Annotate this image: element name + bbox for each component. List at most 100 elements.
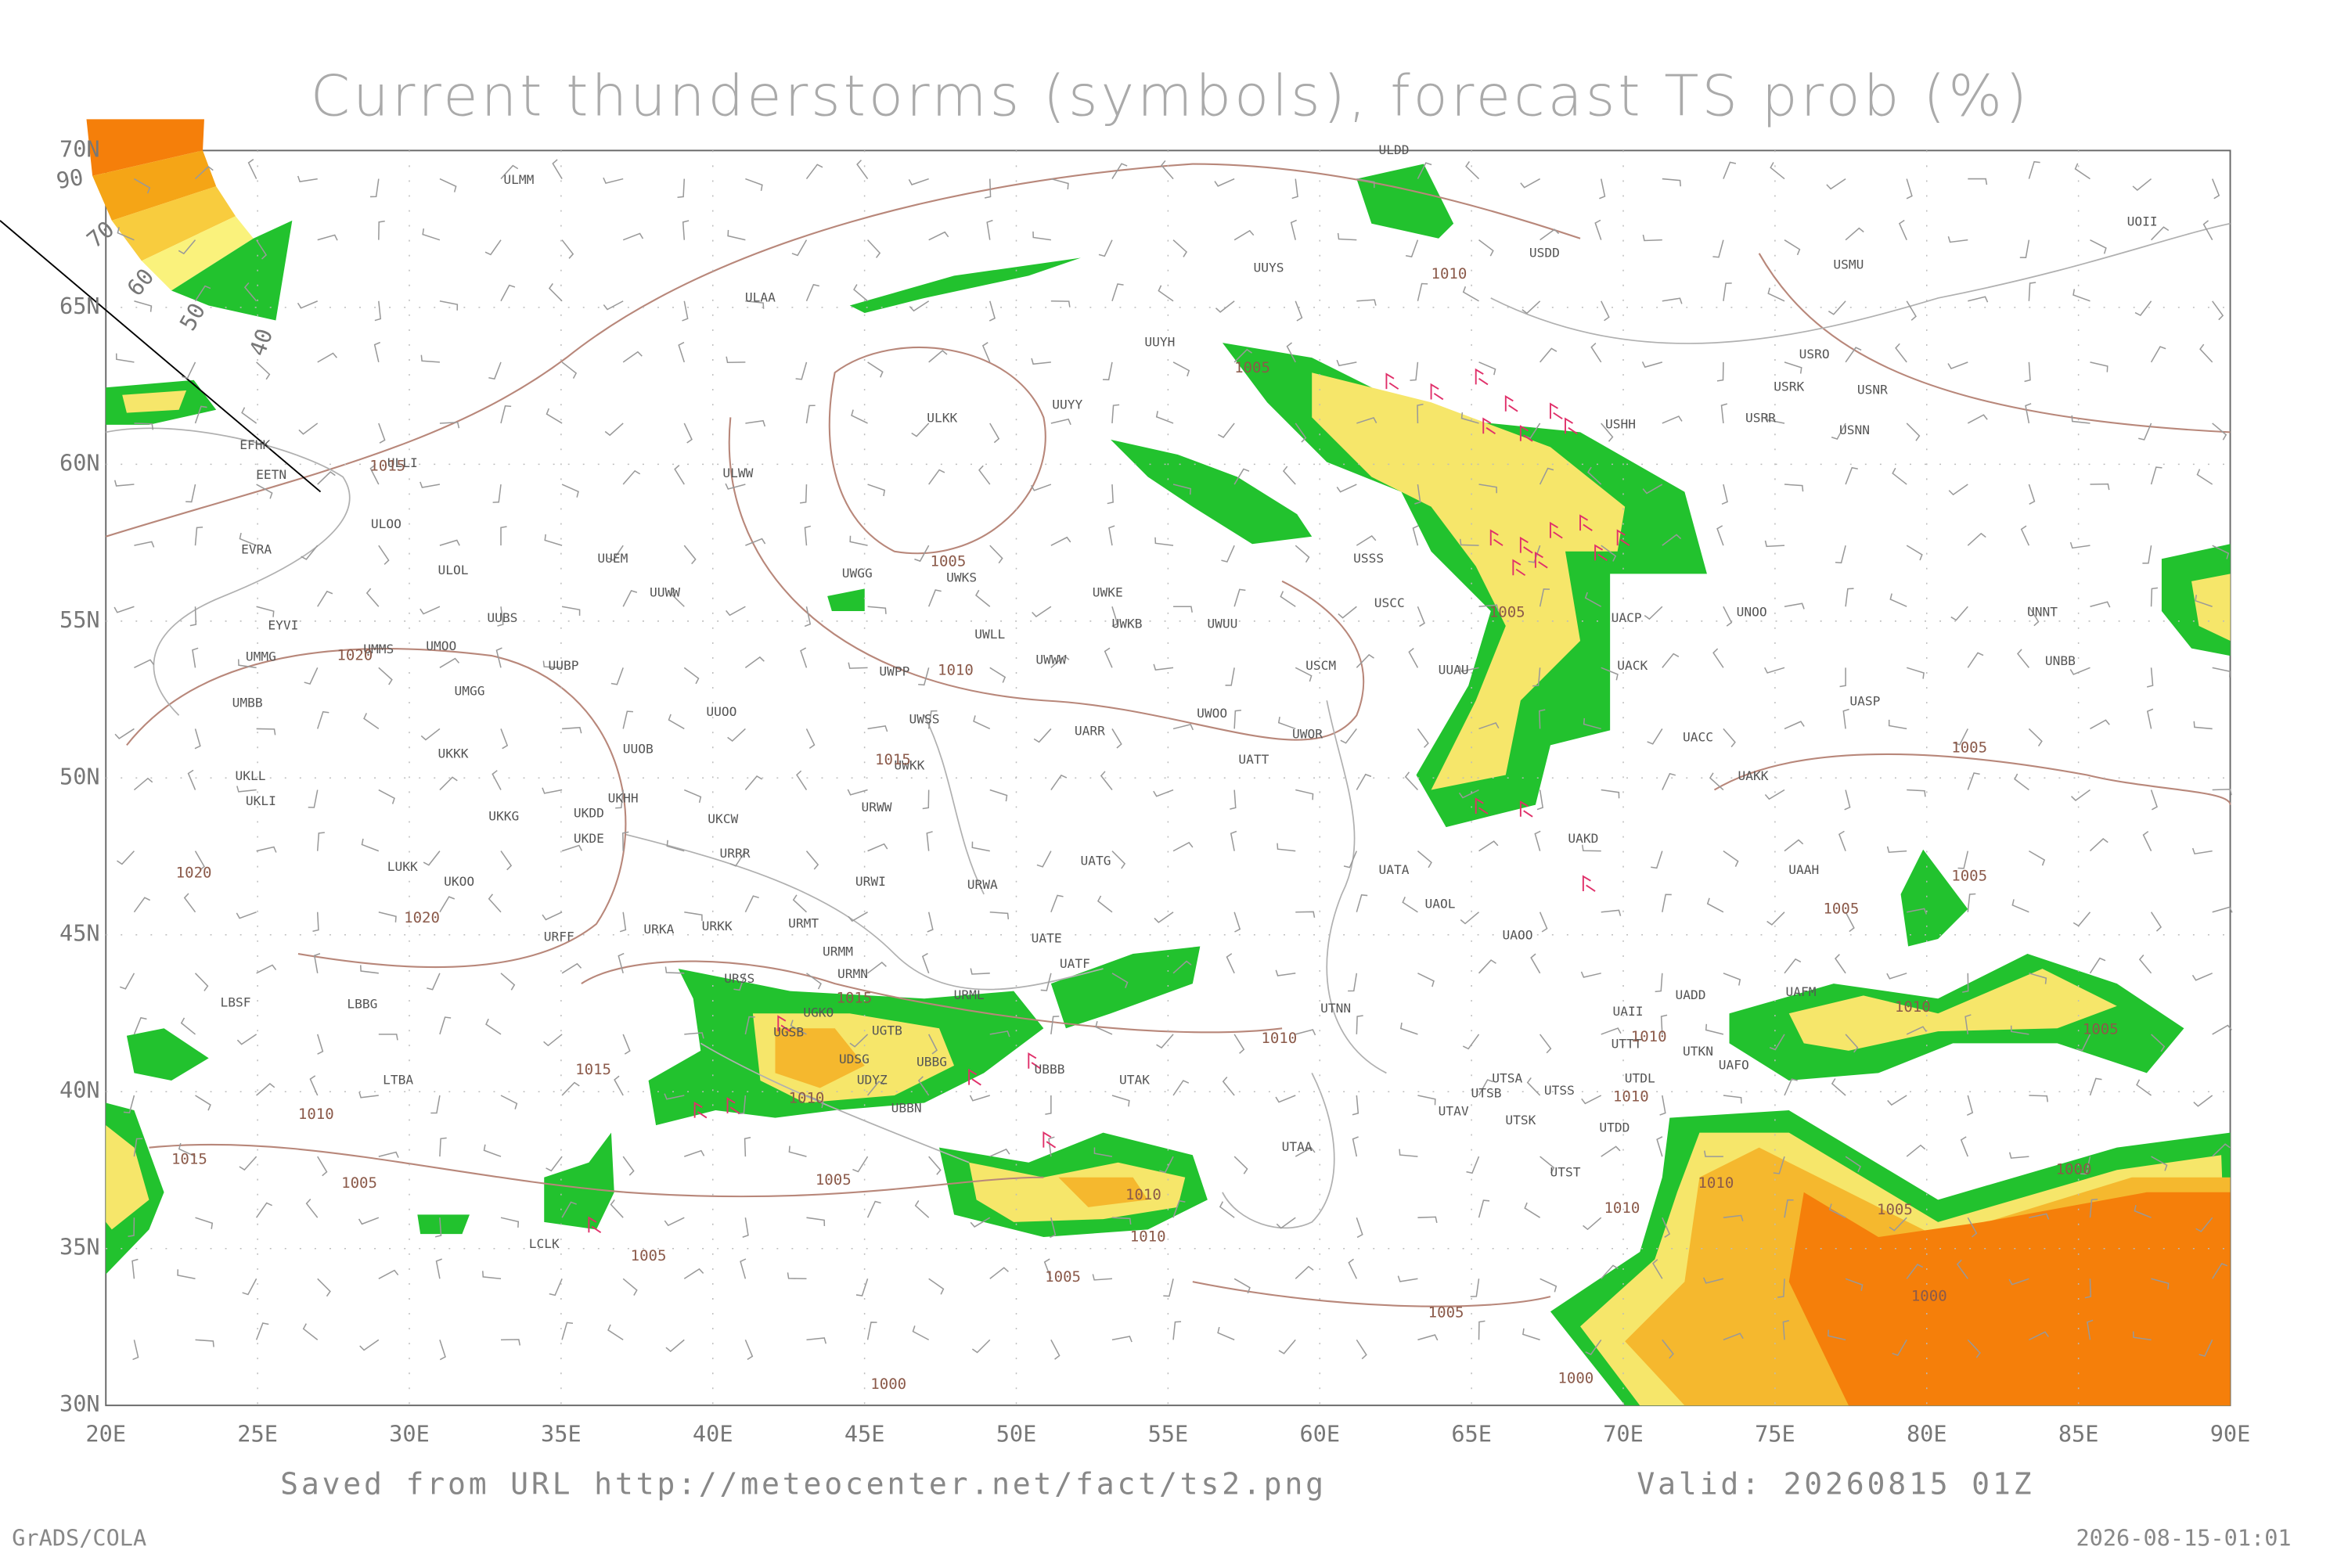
thunderstorm-symbol: [726, 1097, 740, 1114]
wind-barb: [909, 300, 930, 312]
wind-barb: [1291, 178, 1298, 200]
wind-barb: [1045, 1095, 1052, 1115]
wind-barb: [1404, 771, 1418, 791]
wind-barb: [1111, 404, 1120, 424]
wind-barb: [2028, 484, 2036, 505]
wind-barb: [1172, 1199, 1186, 1218]
lat-label: 30N: [59, 1390, 100, 1417]
wind-barb: [726, 606, 746, 617]
wind-barb: [867, 484, 886, 497]
wind-barb: [867, 361, 884, 378]
station-label: UBBN: [891, 1101, 922, 1116]
lat-label: 70N: [59, 135, 100, 162]
software: GrADS/COLA: [12, 1525, 146, 1552]
wind-barb: [194, 285, 211, 302]
wind-barb: [363, 713, 380, 730]
wind-barb: [684, 1032, 704, 1039]
wind-barb: [1336, 484, 1357, 493]
station-label: UWSS: [909, 712, 939, 727]
wind-barb: [2151, 1156, 2168, 1171]
station-label: UNNT: [2027, 604, 2058, 619]
wind-barb: [2193, 721, 2213, 730]
wind-barb: [1662, 653, 1680, 668]
wind-barb: [427, 973, 441, 991]
wind-barb: [1712, 239, 1724, 258]
station-label: USDD: [1529, 245, 1560, 260]
lat-label: 35N: [59, 1234, 100, 1261]
wind-barb: [665, 1339, 685, 1353]
wind-barb: [420, 606, 441, 615]
station-label: LCLK: [529, 1236, 560, 1251]
wind-barb: [856, 160, 869, 180]
station-label: UWKE: [1093, 585, 1123, 600]
wind-barb: [301, 545, 319, 560]
station-label: UKLI: [246, 793, 276, 808]
wind-barb: [855, 1278, 869, 1296]
wind-barb: [119, 973, 135, 990]
wind-barb: [1764, 667, 1785, 674]
wind-barb: [664, 1093, 685, 1100]
station-label: UKCW: [708, 811, 738, 826]
isobar-label: 1015: [369, 458, 405, 475]
wind-barb: [1587, 466, 1602, 485]
wind-barb: [1967, 532, 1986, 546]
wind-barb: [439, 1340, 446, 1361]
wind-barb: [1219, 1201, 1235, 1218]
isobar-label: 1010: [1895, 998, 1931, 1016]
title: Current thunderstorms (symbols), forecas…: [311, 64, 2030, 130]
station-label: UBBB: [1034, 1062, 1064, 1077]
wind-barb: [2134, 1205, 2152, 1218]
station-label: UWKS: [946, 570, 977, 585]
wind-barb: [1214, 178, 1235, 187]
wind-barb: [989, 1267, 1009, 1279]
wind-barb: [1156, 1034, 1174, 1049]
wind-barb: [2010, 1025, 2029, 1035]
wind-barb: [1651, 851, 1663, 869]
wind-barb: [317, 1278, 331, 1297]
wind-barb: [373, 341, 380, 363]
wind-barb: [1462, 286, 1479, 302]
isobar-label: 1020: [404, 909, 440, 926]
wind-barb: [928, 469, 945, 485]
wind-barb: [622, 232, 644, 241]
wind-barb: [1723, 161, 1737, 179]
wind-barb: [1834, 954, 1846, 974]
wind-barb: [1956, 1259, 1968, 1279]
wind-barb: [970, 1217, 991, 1228]
station-label: URKK: [702, 919, 733, 933]
wind-barb: [622, 831, 629, 851]
station-label: UUYS: [1253, 260, 1284, 275]
wind-barb: [1524, 1202, 1541, 1218]
station-label: UBBG: [917, 1055, 947, 1070]
wind-barb: [133, 1138, 143, 1157]
station-label: UOII: [2127, 214, 2158, 228]
wind-barb: [969, 1095, 990, 1102]
wind-barb: [1590, 342, 1602, 363]
wind-barb: [1652, 1259, 1663, 1279]
wind-barb: [243, 282, 257, 302]
wind-barb: [622, 1034, 631, 1055]
lon-label: 40E: [693, 1420, 733, 1447]
wind-barb: [2212, 423, 2227, 441]
wind-barb: [1967, 772, 1980, 790]
wind-barb: [1478, 722, 1500, 730]
wind-barb: [989, 911, 1010, 919]
wind-barb: [1417, 1216, 1438, 1224]
station-label: ULOO: [371, 516, 402, 531]
wind-barb: [1092, 1274, 1113, 1281]
wind-barb: [1348, 973, 1358, 992]
wind-barb: [1230, 789, 1237, 810]
grid: [106, 150, 2231, 1406]
wind-barb: [256, 846, 277, 853]
wind-barb: [561, 484, 579, 498]
wind-barb: [1414, 484, 1421, 505]
wind-barb: [849, 535, 868, 546]
wind-barb: [423, 851, 441, 866]
wind-barb: [1704, 1150, 1723, 1157]
isobar-label: 1020: [176, 865, 212, 882]
wind-barb: [725, 483, 746, 490]
wind-barb: [1522, 300, 1541, 315]
wind-barb: [1601, 1264, 1619, 1279]
wind-barb: [2028, 606, 2040, 627]
wind-barb: [745, 538, 766, 546]
